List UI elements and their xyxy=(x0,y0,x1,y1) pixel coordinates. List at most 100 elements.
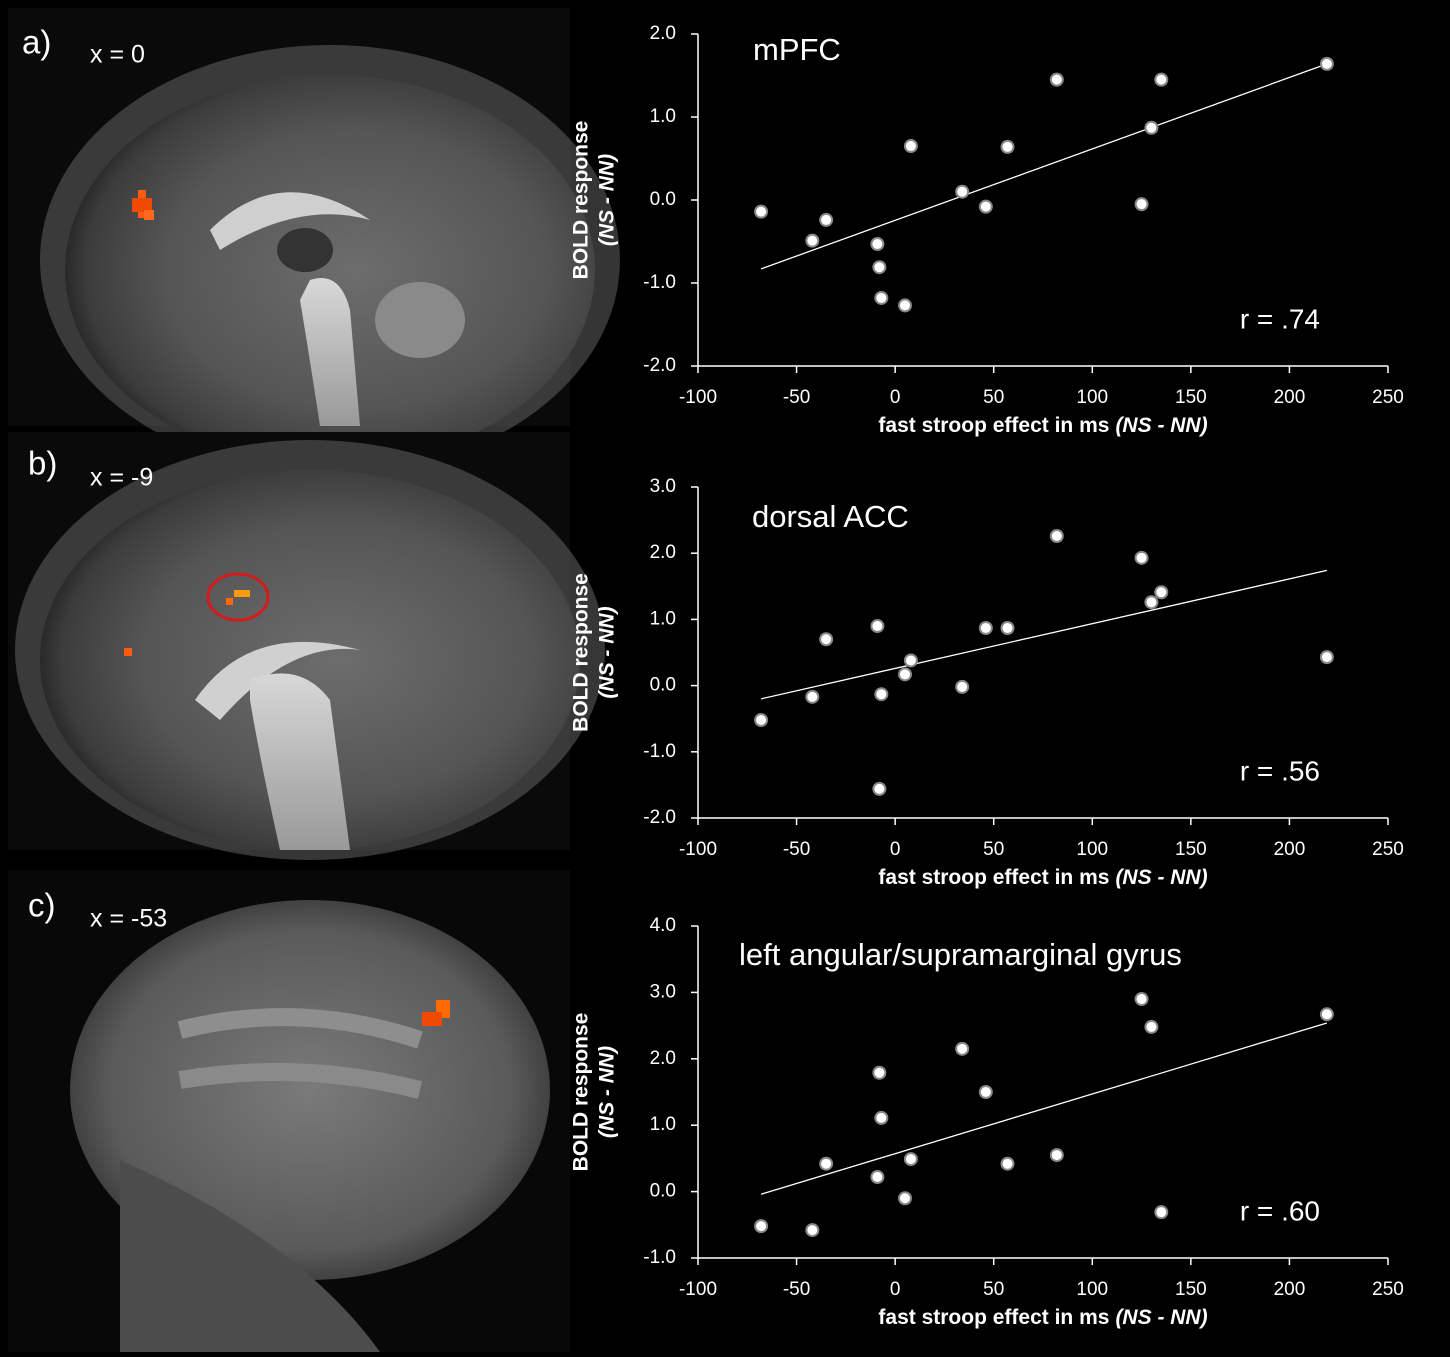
x-tick-label: 50 xyxy=(983,839,1004,860)
panel-label: a) xyxy=(22,24,51,61)
data-point xyxy=(1051,1149,1063,1161)
data-point xyxy=(1155,586,1167,598)
data-point xyxy=(820,214,832,226)
data-point xyxy=(820,633,832,645)
x-tick-label: 100 xyxy=(1076,1279,1108,1300)
x-tick-label: 200 xyxy=(1274,1279,1306,1300)
label-part: (NS - NN) xyxy=(1115,414,1207,437)
y-axis-label-sub: (NS - NN) xyxy=(596,154,619,246)
label-part: (NS - NN) xyxy=(1115,1306,1207,1329)
label-part: fast stroop effect in ms xyxy=(878,414,1109,437)
data-point xyxy=(873,261,885,273)
x-tick-label: 0 xyxy=(890,839,901,860)
x-tick-label: -50 xyxy=(783,387,810,408)
brain-image xyxy=(8,870,570,1352)
data-point xyxy=(1136,198,1148,210)
y-tick-label: 3.0 xyxy=(650,981,676,1002)
label-part: (NS - NN) xyxy=(1115,866,1207,889)
y-tick-label: 2.0 xyxy=(650,542,676,563)
trend-line xyxy=(761,1023,1327,1194)
x-tick-label: 250 xyxy=(1372,1279,1404,1300)
x-tick-label: 0 xyxy=(890,1279,901,1300)
data-point xyxy=(875,292,887,304)
slice-label: x = -9 xyxy=(90,464,153,492)
data-point xyxy=(1321,58,1333,70)
data-point xyxy=(1145,122,1157,134)
annotation: r = .60 xyxy=(1240,1195,1320,1226)
y-tick-label: -1.0 xyxy=(643,741,676,762)
y-tick-label: -2.0 xyxy=(643,807,676,828)
data-point xyxy=(980,622,992,634)
trend-line xyxy=(761,570,1327,698)
y-axis-label-sub: (NS - NN) xyxy=(596,1046,619,1138)
data-point xyxy=(755,714,767,726)
y-tick-label: -1.0 xyxy=(643,1247,676,1268)
data-point xyxy=(871,620,883,632)
data-point xyxy=(905,654,917,666)
y-tick-label: 1.0 xyxy=(650,608,676,629)
y-tick-label: 4.0 xyxy=(650,915,676,936)
data-point xyxy=(899,299,911,311)
x-tick-label: 200 xyxy=(1274,839,1306,860)
data-point xyxy=(1002,141,1014,153)
x-axis-label: fast stroop effect in ms (NS - NN) xyxy=(878,1306,1207,1329)
x-tick-label: 100 xyxy=(1076,387,1108,408)
data-point xyxy=(873,1067,885,1079)
chart-title: mPFC xyxy=(753,32,841,67)
data-point xyxy=(806,1224,818,1236)
trend-line xyxy=(761,64,1327,269)
data-point xyxy=(1002,1158,1014,1170)
figure: a)x = 0b)x = -9c)x = -53-2.0-1.00.01.02.… xyxy=(0,0,1450,1352)
data-point xyxy=(873,783,885,795)
annotation: r = .74 xyxy=(1240,303,1320,334)
panel-label: c) xyxy=(28,887,56,924)
y-tick-label: 3.0 xyxy=(650,476,676,497)
y-axis-label: BOLD response xyxy=(570,1013,593,1172)
label-part: fast stroop effect in ms xyxy=(878,866,1109,889)
y-axis-label: BOLD response xyxy=(570,121,593,280)
x-axis-label: fast stroop effect in ms (NS - NN) xyxy=(878,414,1207,437)
data-point xyxy=(905,1153,917,1165)
x-tick-label: 150 xyxy=(1175,387,1207,408)
x-tick-label: 150 xyxy=(1175,1279,1207,1300)
chart-title: left angular/supramarginal gyrus xyxy=(739,937,1182,972)
x-tick-label: -100 xyxy=(679,1279,717,1300)
data-point xyxy=(806,235,818,247)
data-point xyxy=(806,691,818,703)
y-tick-label: -2.0 xyxy=(643,355,676,376)
data-point xyxy=(980,1086,992,1098)
chart-title: dorsal ACC xyxy=(752,499,909,534)
slice-label: x = 0 xyxy=(90,41,145,69)
y-axis-label: BOLD response xyxy=(570,573,593,732)
data-point xyxy=(875,688,887,700)
data-point xyxy=(1002,622,1014,634)
x-tick-label: -50 xyxy=(783,839,810,860)
x-tick-label: 250 xyxy=(1372,387,1404,408)
data-point xyxy=(1321,1008,1333,1020)
x-axis-label: fast stroop effect in ms (NS - NN) xyxy=(878,866,1207,889)
x-tick-label: 0 xyxy=(890,387,901,408)
data-point xyxy=(980,201,992,213)
y-tick-label: 2.0 xyxy=(650,23,676,44)
x-tick-label: 100 xyxy=(1076,839,1108,860)
data-point xyxy=(755,206,767,218)
data-point xyxy=(1136,993,1148,1005)
y-tick-label: 0.0 xyxy=(650,1181,676,1202)
data-point xyxy=(1051,530,1063,542)
y-tick-label: 0.0 xyxy=(650,189,676,210)
data-point xyxy=(755,1220,767,1232)
data-point xyxy=(871,238,883,250)
label-part: fast stroop effect in ms xyxy=(878,1306,1109,1329)
brain-image xyxy=(8,8,620,475)
data-point xyxy=(905,140,917,152)
x-tick-label: 150 xyxy=(1175,839,1207,860)
annotation: r = .56 xyxy=(1240,755,1320,786)
y-tick-label: 2.0 xyxy=(650,1048,676,1069)
y-tick-label: 0.0 xyxy=(650,675,676,696)
data-point xyxy=(875,1112,887,1124)
y-tick-label: 1.0 xyxy=(650,1114,676,1135)
data-point xyxy=(1051,74,1063,86)
data-point xyxy=(899,1192,911,1204)
data-point xyxy=(956,186,968,198)
panel-label: b) xyxy=(28,445,57,482)
